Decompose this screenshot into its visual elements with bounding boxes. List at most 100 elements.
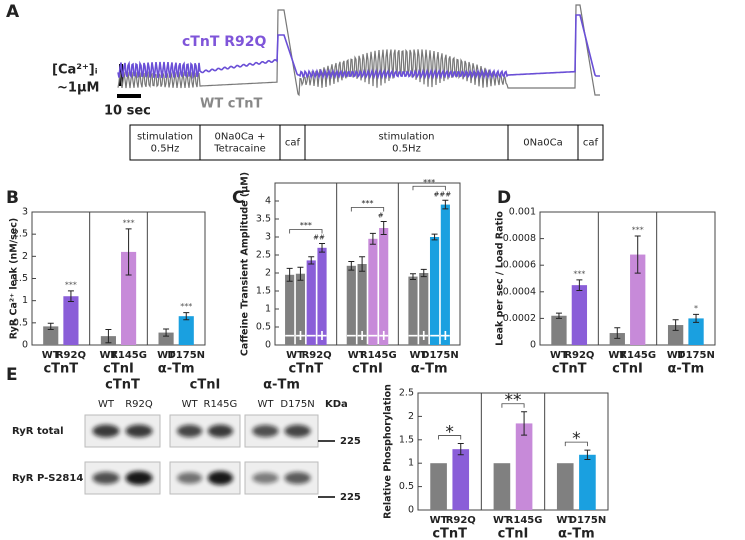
significance: ** xyxy=(505,391,522,411)
x-tick-label: WT xyxy=(157,350,175,361)
bar xyxy=(630,254,646,345)
x-tick-label: WT xyxy=(99,350,117,361)
x-tick-label: R92Q xyxy=(302,350,332,361)
y-tick-label: 2 xyxy=(22,251,28,262)
significance: *** xyxy=(180,302,192,311)
bar xyxy=(452,449,470,510)
series-sign: + xyxy=(439,328,451,344)
x-tick-label: D175N xyxy=(569,515,607,526)
bar xyxy=(609,333,625,345)
protocol-text: 0.5Hz xyxy=(392,144,421,155)
bar xyxy=(440,204,450,345)
error-bar xyxy=(555,312,562,319)
series-sign: − xyxy=(345,328,357,344)
significance-bracket xyxy=(564,441,588,447)
bar xyxy=(419,273,429,345)
group-label: cTnT xyxy=(288,362,323,377)
error-bar xyxy=(380,221,387,235)
series-sign: − xyxy=(429,328,441,344)
y-tick-label: 3 xyxy=(22,207,28,218)
significance: * xyxy=(694,304,698,313)
y-tick-label: 0.5 xyxy=(13,317,28,328)
y-tick-label: 0.5 xyxy=(256,322,271,333)
x-tick-label: R145G xyxy=(110,350,147,361)
plot-frame xyxy=(539,211,716,346)
blot-band xyxy=(125,424,153,438)
error-bar xyxy=(183,312,190,321)
significance: *** xyxy=(123,218,135,227)
lane-label: WT xyxy=(257,399,274,410)
error-bar xyxy=(359,256,366,272)
y-axis-label: Relative Phosphorylation xyxy=(383,384,394,519)
group-label: α-Tm xyxy=(411,362,448,377)
blot-band xyxy=(207,424,233,438)
bar xyxy=(408,276,418,345)
group-label: α-Tm xyxy=(558,527,595,540)
x-tick-label: R145G xyxy=(619,350,656,361)
y-tick-label: 3 xyxy=(265,232,271,243)
y-tick-label: 1 xyxy=(408,458,414,469)
y-tick-label: 2.5 xyxy=(13,229,28,240)
x-tick-label: WT xyxy=(493,515,511,526)
error-bar xyxy=(297,266,304,281)
y-tick-label: 1 xyxy=(22,295,28,306)
mutant-trace xyxy=(117,14,600,80)
error-bar xyxy=(369,232,376,245)
error-bar xyxy=(409,273,416,280)
y-tick-label: 0 xyxy=(408,505,414,516)
error-bar xyxy=(614,327,621,339)
error-bar xyxy=(634,235,641,274)
x-tick-label: WT xyxy=(556,515,574,526)
y-tick-label: 0.0002 xyxy=(503,313,536,324)
lane-label: WT xyxy=(98,399,115,410)
y-tick-label: 0.5 xyxy=(399,481,414,492)
significance: *** xyxy=(362,199,374,208)
western-blot: cTnT WT R92Q cTnI WT R145G α-Tm WT D175N RyR tota… xyxy=(12,378,361,504)
x-tick-label: WT xyxy=(286,350,304,361)
y-tick-label: 0.001 xyxy=(509,207,536,218)
x-tick-label: WT xyxy=(608,350,626,361)
significance-bracket xyxy=(501,403,525,408)
y-tick-label: 2.5 xyxy=(399,388,414,399)
bar xyxy=(379,228,389,345)
bar xyxy=(688,318,704,345)
panel-label: C xyxy=(232,188,244,208)
series-sign: + xyxy=(295,328,307,344)
significance-bracket xyxy=(438,435,462,440)
significance: *** xyxy=(300,221,312,230)
error-bar xyxy=(348,260,355,271)
blot-band xyxy=(125,471,153,485)
x-tick-label: WT xyxy=(409,350,427,361)
bar xyxy=(579,454,596,510)
x-tick-label: WT xyxy=(42,350,60,361)
bar xyxy=(551,315,567,345)
y-tick-label: 0.0008 xyxy=(503,233,536,244)
error-bar xyxy=(105,328,112,344)
y-axis-label: Caffeine Transient Amplitude (μM) xyxy=(240,172,251,356)
protocol-text: stimulation xyxy=(378,132,434,143)
y-tick-label: 2 xyxy=(265,268,271,279)
row-label: RyR P-S2814 xyxy=(12,473,83,484)
row-label: RyR total xyxy=(12,426,64,437)
y-axis-label: RyR Ca²⁺ leak (nM/sec) xyxy=(9,218,20,339)
error-bar xyxy=(67,290,74,303)
panel-label: A xyxy=(6,2,20,22)
y-tick-label: 3.5 xyxy=(256,214,271,225)
significance-bracket xyxy=(289,229,323,234)
protein-header: cTnI xyxy=(190,378,221,393)
bar xyxy=(285,274,295,345)
error-bar xyxy=(431,233,438,241)
error-bar xyxy=(319,242,326,253)
y-tick-label: 1.5 xyxy=(256,286,271,297)
panel-label: B xyxy=(6,188,19,208)
group-label: cTnT xyxy=(552,362,587,377)
blot-band xyxy=(252,424,279,438)
group-label: cTnI xyxy=(612,362,643,377)
wt-label: WT cTnT xyxy=(200,97,263,112)
significance: *** xyxy=(65,280,77,289)
error-bar xyxy=(125,228,132,276)
error-bar xyxy=(163,328,170,337)
marker-label: 225 xyxy=(340,492,361,503)
bar xyxy=(571,285,588,345)
